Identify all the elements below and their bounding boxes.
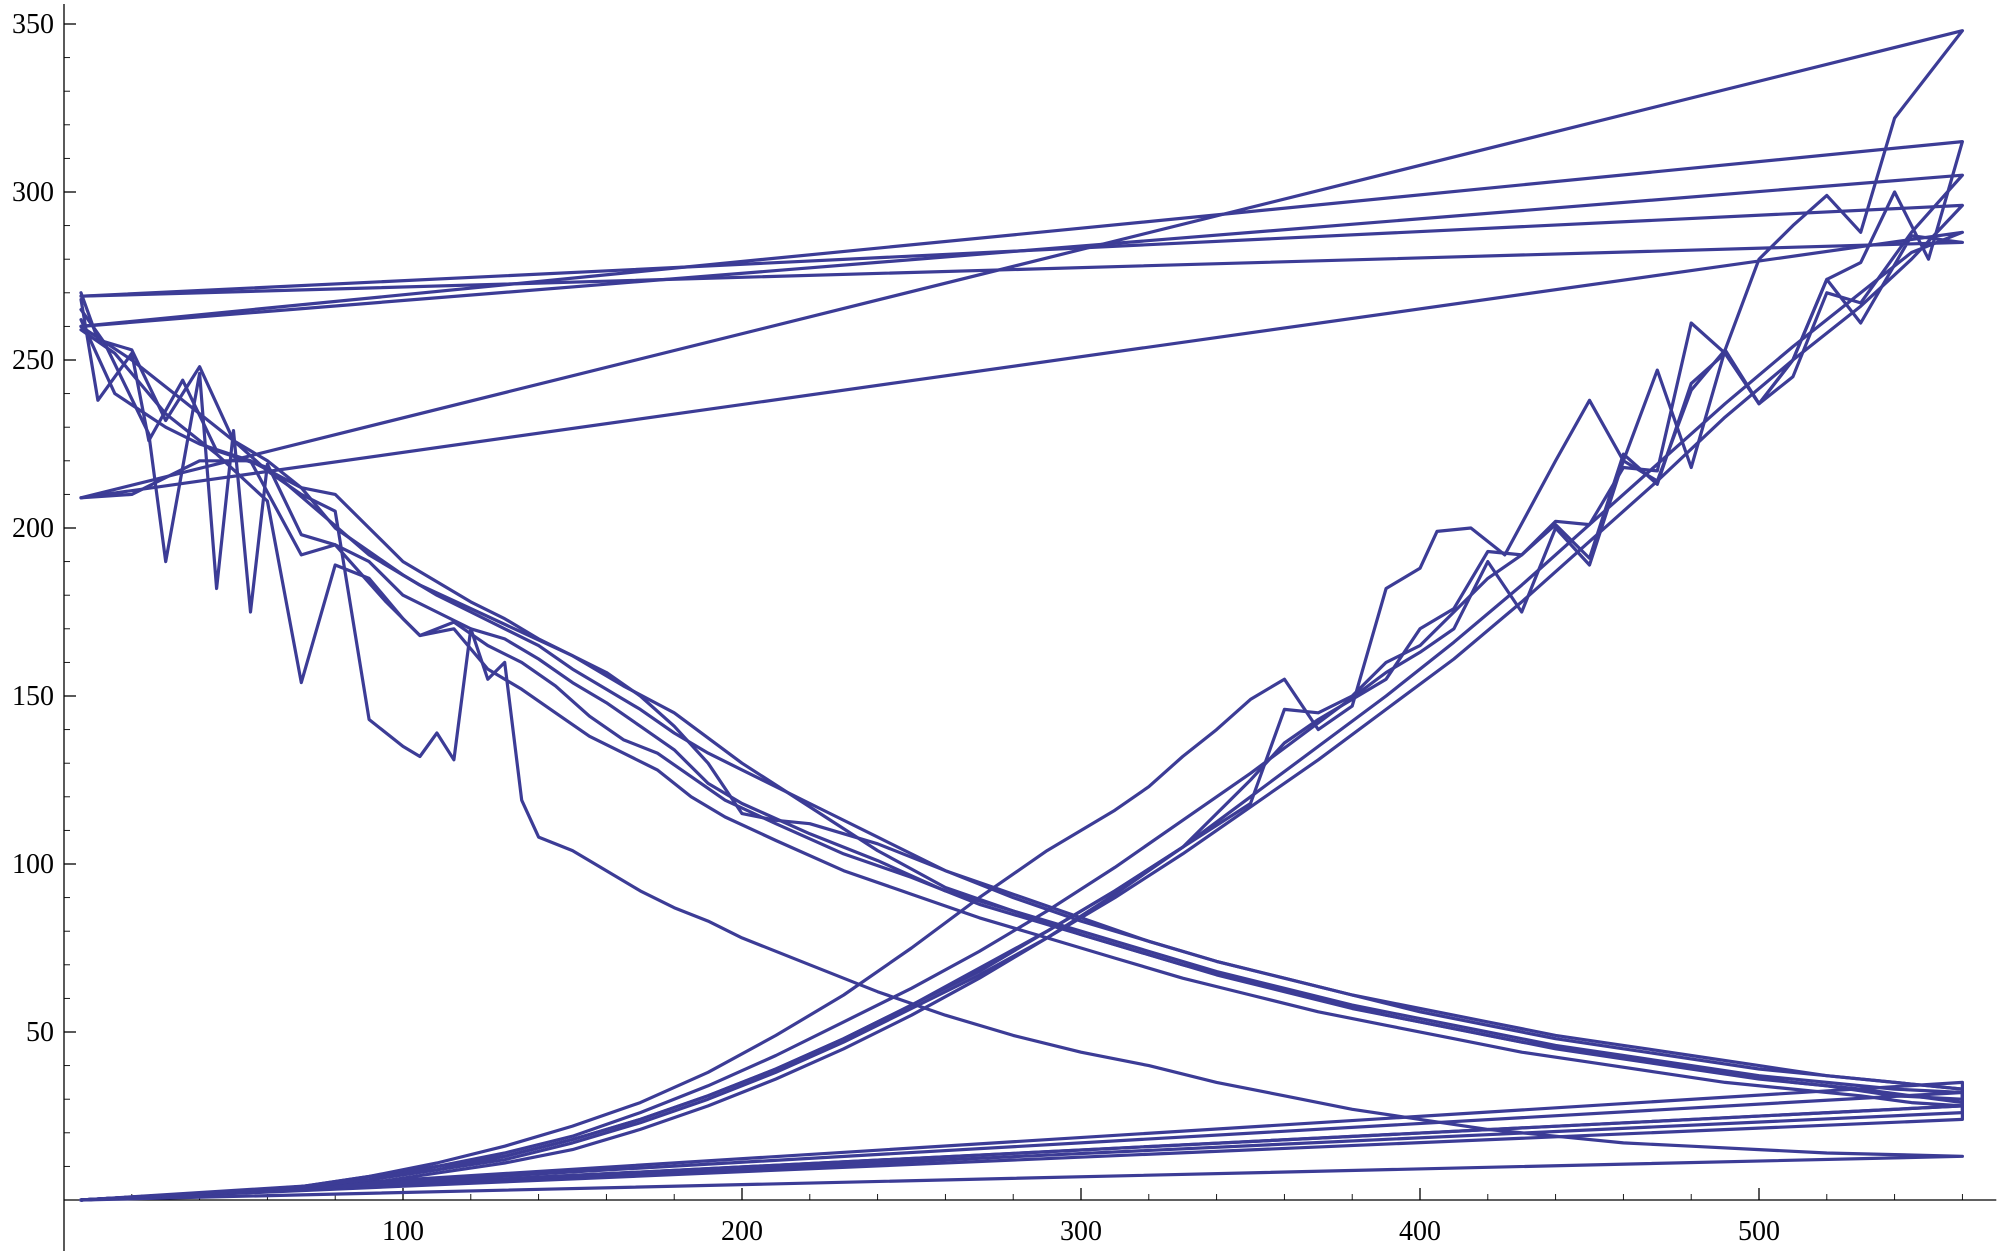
series-layer [79,29,1965,1202]
axes: 100 200 300 400 500 50 100 150 200 250 300 350 [12,4,1997,1251]
series-line-4 [79,318,1965,1202]
series-line-12 [79,140,1965,1202]
series-line-7 [79,459,1965,1202]
y-tick-label: 100 [12,849,54,880]
y-tick-label: 200 [12,513,54,544]
y-tick-label: 250 [12,345,54,376]
x-tick-label: 400 [1399,1216,1441,1247]
series-line-3 [79,308,1965,1202]
series-line-8 [79,203,1965,1202]
x-tick-label: 500 [1738,1216,1780,1247]
x-tick-label: 300 [1060,1216,1102,1247]
x-tick-label: 200 [721,1216,763,1247]
x-tick-label: 100 [382,1216,424,1247]
series-line-1 [79,291,1965,1202]
series-line-5 [79,328,1965,1202]
y-tick-label: 150 [12,681,54,712]
y-tick-label: 350 [12,9,54,40]
series-line-6 [79,324,1965,1202]
y-tick-label: 300 [12,177,54,208]
series-line-13 [79,29,1965,1202]
y-tick-label: 50 [26,1017,54,1048]
